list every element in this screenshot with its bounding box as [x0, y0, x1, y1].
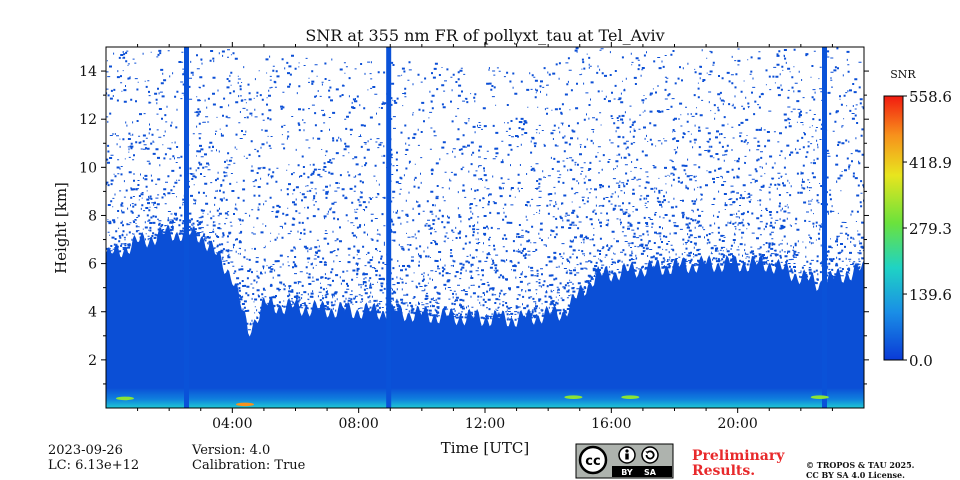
missing-data-stripe-2	[822, 47, 827, 408]
cc-license-badge: cc BY SA	[575, 443, 674, 479]
y-tick-label-6: 6	[88, 257, 97, 273]
date-text: 2023-09-26	[48, 443, 123, 458]
colorbar-ticks: 0.0 139.6 279.3 418.9 558.6	[903, 88, 952, 370]
noise-speckle	[106, 47, 864, 331]
missing-data-stripe-0	[184, 47, 189, 408]
preliminary-label-line1: Preliminary	[692, 448, 785, 464]
noise-speckle-layer	[106, 47, 864, 331]
plot-area	[106, 47, 864, 408]
colorbar-tick-label-279.3: 279.3	[909, 220, 952, 238]
y-axis-label: Height [km]	[52, 182, 70, 274]
hotspot-0	[116, 396, 134, 401]
share-alike-icon	[641, 446, 659, 464]
x-axis-label: Time [UTC]	[441, 439, 530, 457]
y-tick-label-2: 2	[88, 353, 97, 369]
colorbar-tick-label-418.9: 418.9	[909, 154, 952, 172]
chart-title: SNR at 355 nm FR of pollyxt_tau at Tel_A…	[305, 26, 664, 45]
y-tick-label-10: 10	[79, 160, 97, 176]
copyright-line1: © TROPOS & TAU 2025.	[806, 460, 915, 470]
y-axis-ticks: 2 4 6 8 10 12 14	[79, 64, 869, 385]
colorbar-tick-label-0.0: 0.0	[909, 352, 933, 370]
missing-data-stripe-1	[386, 47, 392, 408]
y-tick-label-8: 8	[88, 208, 97, 224]
missing-data-stripes	[184, 47, 827, 408]
by-text: BY	[621, 468, 633, 477]
x-axis-ticks: 04:00 08:00 12:00 16:00 20:00	[137, 42, 833, 432]
signal-region	[106, 224, 864, 408]
surface-layer	[106, 388, 864, 408]
hotspot-2	[564, 395, 583, 400]
x-tick-label-12:00: 12:00	[465, 416, 505, 432]
x-tick-label-08:00: 08:00	[338, 416, 378, 432]
hotspot-1	[236, 402, 254, 407]
preliminary-label-line2: Results.	[692, 463, 756, 479]
y-tick-label-14: 14	[79, 64, 97, 80]
x-tick-label-20:00: 20:00	[717, 416, 757, 432]
copyright-line2: CC BY SA 4.0 License.	[806, 470, 905, 480]
hotspot-4	[810, 395, 829, 400]
y-tick-label-4: 4	[88, 305, 97, 321]
version-text: Version: 4.0	[192, 443, 271, 458]
colorbar-tick-label-139.6: 139.6	[909, 286, 952, 304]
cc-icon-text: cc	[585, 454, 600, 469]
colorbar	[883, 95, 904, 361]
colorbar-label: SNR	[890, 68, 916, 81]
surface-hotspots	[116, 395, 829, 407]
x-tick-label-16:00: 16:00	[591, 416, 631, 432]
calibration-text: Calibration: True	[192, 458, 306, 473]
colorbar-tick-label-558.6: 558.6	[909, 88, 952, 106]
sa-text: SA	[644, 468, 657, 477]
lc-text: LC: 6.13e+12	[48, 458, 140, 473]
cc-icon	[578, 445, 608, 475]
x-tick-label-04:00: 04:00	[212, 416, 252, 432]
hotspot-3	[621, 395, 640, 400]
y-tick-label-12: 12	[79, 112, 97, 128]
